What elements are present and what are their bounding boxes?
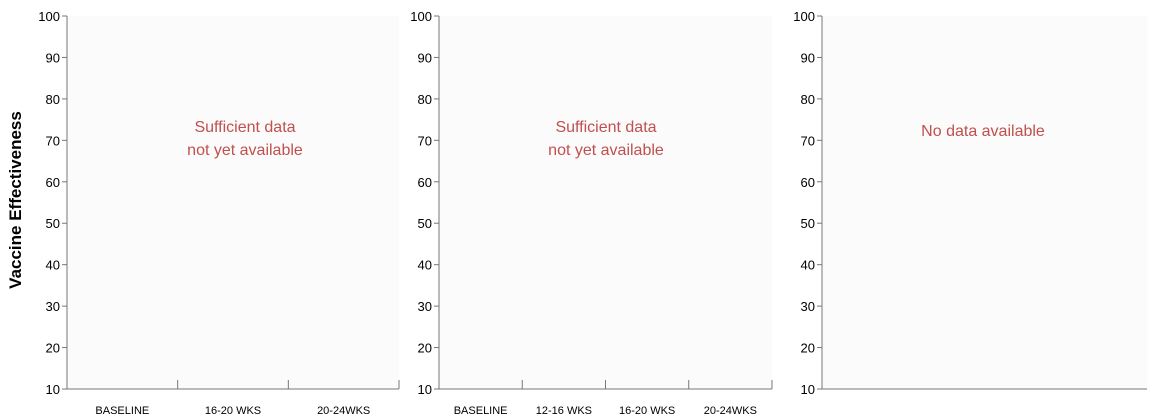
y-tick-label: 50 (418, 216, 432, 231)
y-tick-label: 30 (418, 299, 432, 314)
plot-background-3 (822, 16, 1147, 389)
y-tick-label: 50 (801, 216, 815, 231)
availability-note: Sufficient data (194, 119, 295, 136)
plot-background-2 (439, 16, 772, 389)
availability-note: not yet available (548, 142, 664, 159)
y-tick-label: 70 (418, 133, 432, 148)
y-tick-label: 70 (46, 133, 60, 148)
y-tick-label: 20 (46, 341, 60, 356)
y-tick-label: 40 (801, 258, 815, 273)
y-tick-label: 10 (801, 382, 815, 397)
y-tick-label: 10 (418, 382, 432, 397)
x-category-label: 16-20 WKS (619, 405, 675, 417)
y-tick-label: 90 (46, 50, 60, 65)
y-tick-label: 70 (801, 133, 815, 148)
y-tick-label: 60 (801, 175, 815, 190)
y-tick-label: 60 (46, 175, 60, 190)
y-tick-label: 100 (410, 9, 432, 24)
availability-note: No data available (921, 123, 1045, 140)
x-category-label: 12-16 WKS (536, 405, 592, 417)
availability-note: not yet available (187, 142, 303, 159)
y-tick-label: 20 (418, 341, 432, 356)
availability-note: Sufficient data (555, 119, 656, 136)
y-tick-label: 40 (418, 258, 432, 273)
x-category-label: BASELINE (95, 405, 149, 417)
x-category-label: 20-24WKS (704, 405, 757, 417)
y-tick-label: 40 (46, 258, 60, 273)
y-tick-label: 80 (46, 92, 60, 107)
plot-background-1 (67, 16, 399, 389)
x-category-label: BASELINE (454, 405, 508, 417)
y-tick-label: 90 (418, 50, 432, 65)
y-tick-label: 30 (46, 299, 60, 314)
y-tick-label: 80 (801, 92, 815, 107)
x-category-label: 16-20 WKS (205, 405, 261, 417)
y-tick-label: 10 (46, 382, 60, 397)
y-tick-label: 100 (38, 9, 60, 24)
y-tick-label: 80 (418, 92, 432, 107)
x-category-label: 20-24WKS (317, 405, 370, 417)
y-tick-label: 20 (801, 341, 815, 356)
y-tick-label: 100 (793, 9, 815, 24)
y-tick-label: 60 (418, 175, 432, 190)
y-tick-label: 50 (46, 216, 60, 231)
y-tick-label: 90 (801, 50, 815, 65)
y-tick-label: 30 (801, 299, 815, 314)
